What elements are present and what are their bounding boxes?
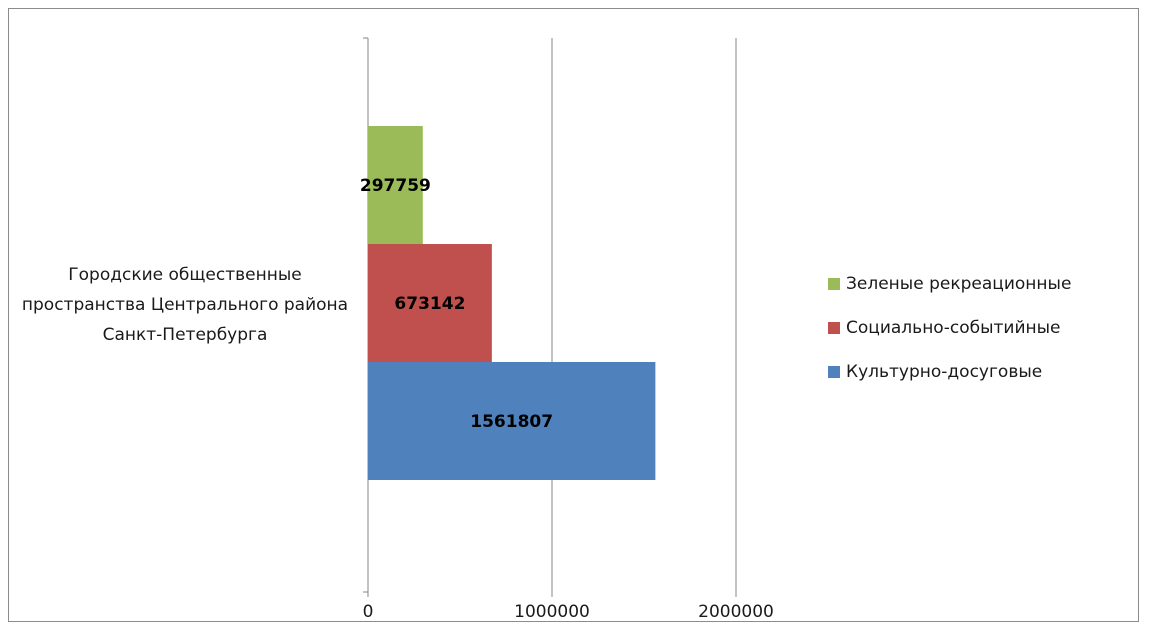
bar-1 xyxy=(368,362,656,480)
legend-label: Зеленые рекреационные xyxy=(846,274,1072,294)
legend-swatch xyxy=(828,322,840,334)
category-label: Городские общественные пространства Цент… xyxy=(21,265,349,345)
legend-label: Социально-событийные xyxy=(846,318,1061,338)
data-label: 1561807 xyxy=(470,412,553,432)
bar-3 xyxy=(368,126,423,244)
data-label: 673142 xyxy=(394,294,465,314)
x-tick-label: 0 xyxy=(363,602,374,622)
x-tick-label: 1000000 xyxy=(514,602,590,622)
legend-label: Культурно-досуговые xyxy=(846,362,1043,382)
bar-2 xyxy=(368,244,492,362)
chart-area xyxy=(8,8,1139,622)
legend-item: Зеленые рекреационные xyxy=(828,262,1071,306)
legend-item: Культурно-досуговые xyxy=(828,350,1071,394)
data-label: 297759 xyxy=(360,176,431,196)
x-tick-label: 2000000 xyxy=(698,602,774,622)
legend-item: Социально-событийные xyxy=(828,306,1071,350)
legend-swatch xyxy=(828,366,840,378)
legend: Зеленые рекреационные Социально-событийны… xyxy=(828,262,1071,394)
legend-swatch xyxy=(828,278,840,290)
